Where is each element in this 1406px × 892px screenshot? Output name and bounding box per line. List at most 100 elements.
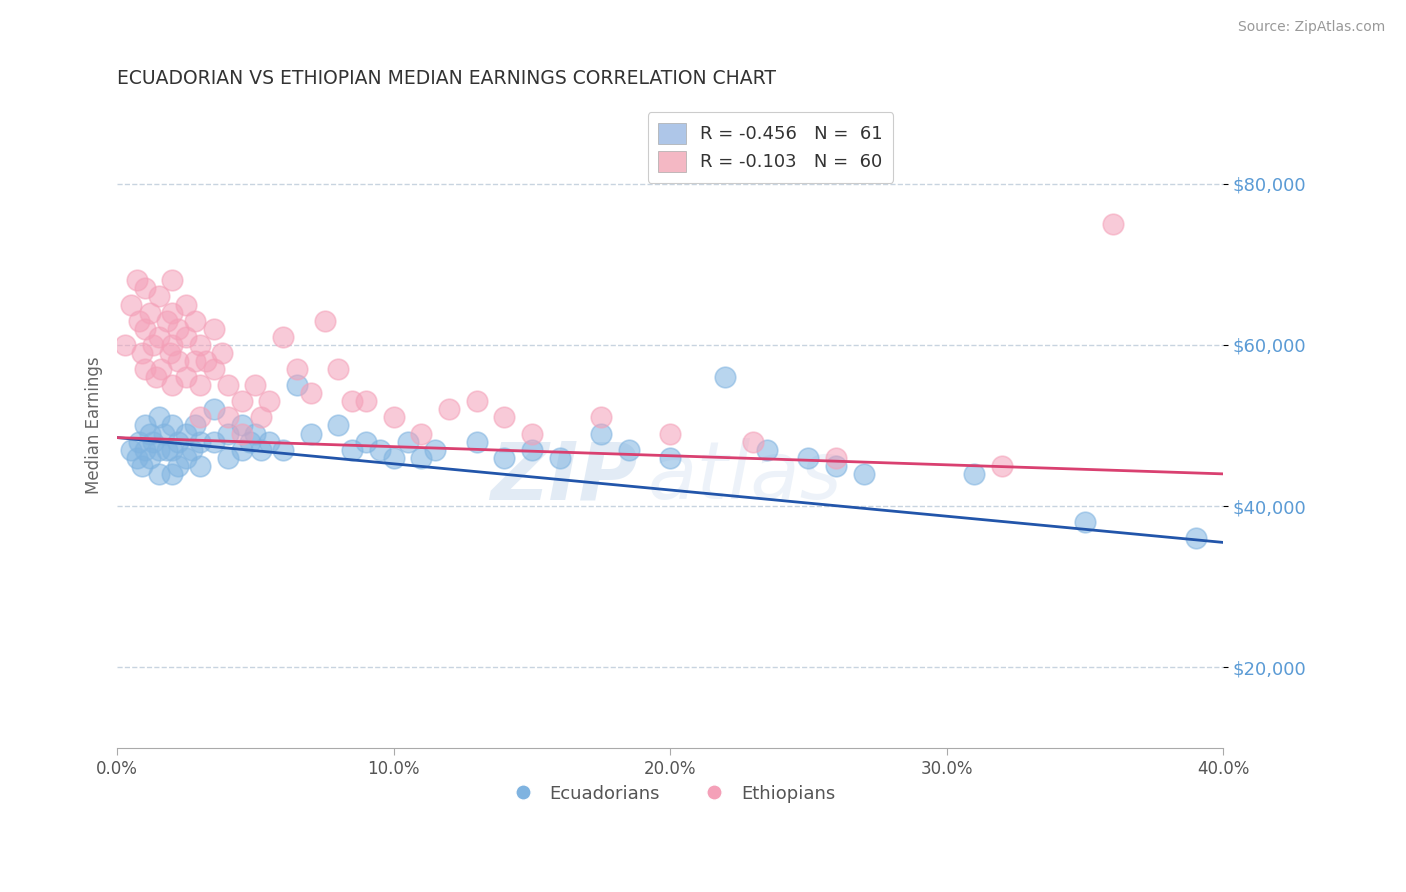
Point (162, 467, 184, 481)
Point (183, 314, 205, 328)
Text: ZIP: ZIP (489, 438, 637, 516)
Point (314, 314, 336, 328)
Point (271, 330, 294, 344)
Point (148, 467, 170, 481)
Point (131, 458, 153, 473)
Point (299, 386, 322, 401)
Point (162, 378, 184, 392)
Point (1101, 217, 1123, 231)
Point (411, 426, 433, 441)
Point (148, 410, 170, 425)
Point (167, 322, 190, 336)
Point (963, 467, 986, 481)
Point (328, 362, 350, 376)
Point (145, 370, 167, 384)
Point (231, 426, 253, 441)
Point (162, 338, 184, 352)
Point (162, 418, 184, 433)
Point (139, 305, 162, 319)
Point (150, 362, 173, 376)
Point (176, 330, 198, 344)
Point (202, 362, 225, 376)
Point (396, 434, 419, 449)
Point (354, 434, 377, 449)
Point (153, 426, 176, 441)
Point (617, 442, 640, 457)
Y-axis label: Median Earnings: Median Earnings (86, 357, 103, 494)
Point (271, 442, 294, 457)
Point (250, 442, 273, 457)
Point (139, 426, 162, 441)
Point (211, 346, 233, 360)
Point (437, 402, 460, 417)
Point (285, 362, 308, 376)
Point (194, 354, 217, 368)
Point (548, 450, 571, 465)
Point (465, 394, 488, 409)
Point (342, 442, 364, 457)
Point (239, 434, 262, 449)
Point (217, 450, 239, 465)
Point (180, 442, 202, 457)
Point (148, 442, 170, 457)
Point (217, 426, 239, 441)
Point (368, 442, 391, 457)
Point (162, 305, 184, 319)
Point (755, 442, 778, 457)
Point (188, 378, 211, 392)
Point (167, 434, 190, 449)
Point (589, 410, 612, 425)
Point (354, 394, 377, 409)
Text: atlas: atlas (648, 438, 842, 516)
Point (134, 442, 156, 457)
Point (250, 410, 273, 425)
Text: Source: ZipAtlas.com: Source: ZipAtlas.com (1237, 20, 1385, 34)
Point (188, 410, 211, 425)
Point (120, 297, 142, 311)
Point (128, 434, 150, 449)
Point (114, 338, 136, 352)
Point (202, 434, 225, 449)
Point (176, 450, 198, 465)
Point (125, 450, 148, 465)
Point (148, 330, 170, 344)
Point (162, 273, 184, 287)
Point (494, 410, 516, 425)
Point (183, 354, 205, 368)
Point (202, 402, 225, 417)
Point (825, 458, 848, 473)
Point (188, 338, 211, 352)
Point (425, 442, 447, 457)
Point (125, 273, 148, 287)
Point (285, 378, 308, 392)
Point (188, 458, 211, 473)
Point (134, 322, 156, 336)
Point (797, 450, 820, 465)
Point (134, 281, 156, 295)
Point (142, 434, 165, 449)
Point (342, 394, 364, 409)
Point (328, 418, 350, 433)
Point (382, 450, 405, 465)
Point (183, 418, 205, 433)
Point (162, 442, 184, 457)
Legend: Ecuadorians, Ethiopians: Ecuadorians, Ethiopians (498, 778, 844, 810)
Point (742, 434, 765, 449)
Text: ECUADORIAN VS ETHIOPIAN MEDIAN EARNINGS CORRELATION CHART: ECUADORIAN VS ETHIOPIAN MEDIAN EARNINGS … (117, 69, 776, 87)
Point (156, 442, 179, 457)
Point (188, 434, 211, 449)
Point (231, 418, 253, 433)
Point (134, 362, 156, 376)
Point (245, 426, 267, 441)
Point (382, 410, 405, 425)
Point (217, 410, 239, 425)
Point (1074, 515, 1097, 529)
Point (520, 426, 543, 441)
Point (142, 338, 165, 352)
Point (156, 314, 179, 328)
Point (589, 426, 612, 441)
Point (120, 442, 142, 457)
Point (991, 458, 1014, 473)
Point (231, 394, 253, 409)
Point (1184, 532, 1206, 546)
